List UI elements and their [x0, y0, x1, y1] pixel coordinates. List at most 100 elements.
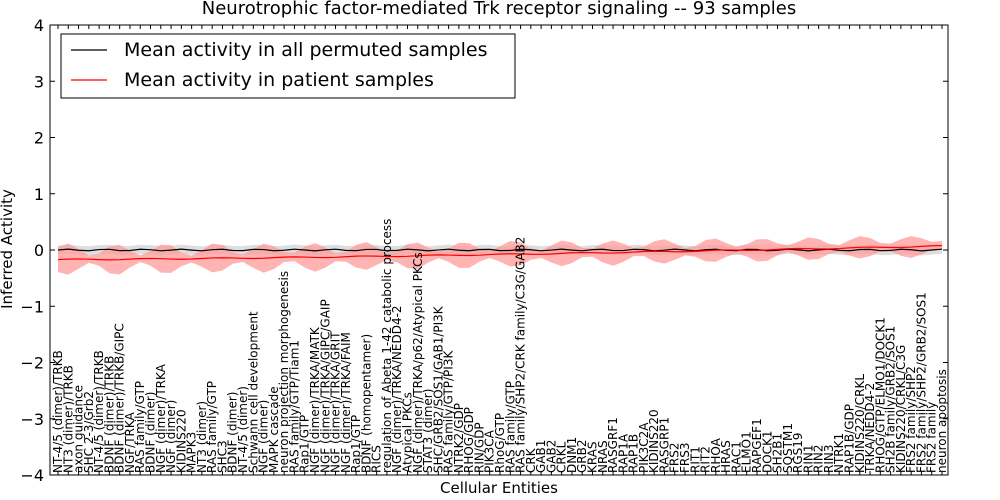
x-tick-label: RIT1 — [688, 446, 702, 473]
x-tick-label: RASGRP1 — [657, 417, 671, 473]
x-tick-label: NT-4/5 (dimer)/TRKB — [51, 350, 65, 473]
x-tick-label: neuron apoptosis — [935, 369, 949, 473]
x-tick-label: NRAS — [596, 440, 610, 473]
x-tick-label: NTRK1 — [832, 433, 846, 473]
x-tick-label: NGF (dimer)/TRKA/p62/Atypical PKCs — [411, 252, 425, 473]
x-tick-label: FRS2 family/SHP2 — [904, 366, 918, 473]
x-tick-label: NGF/TRKA — [123, 411, 137, 473]
x-tick-label: MAPK3 — [185, 432, 199, 473]
x-tick-label: DNM1 — [565, 437, 579, 473]
x-tick-label: Rap1/GTP — [349, 415, 363, 473]
x-tick-label: NGF (dimer)/TRKA/GRIT — [329, 331, 343, 473]
x-tick-label: RGS19 — [791, 432, 805, 473]
x-tick-label: NGF (dimer)/TRKA/GIPC/GAIP — [318, 299, 332, 473]
x-tick-label: FRS2 — [668, 443, 682, 474]
y-tick-label: 0 — [34, 241, 44, 260]
x-tick-label: BDNF (dimer) — [226, 392, 240, 474]
x-tick-label: RIT2 — [699, 446, 713, 473]
x-tick-label: neuron projection morphogenesis — [277, 271, 291, 473]
x-tick-label: CRK — [524, 447, 538, 473]
x-tick-label: FRS2 family — [925, 402, 939, 473]
x-tick-label: RAS family/GTP/PI3K — [442, 350, 456, 473]
x-tick-label: axon guidance — [72, 385, 86, 473]
x-tick-label: GAB2 — [544, 440, 558, 473]
legend: Mean activity in all permuted samples Me… — [60, 33, 516, 99]
x-tick-label: RAP1B/GDP — [842, 404, 856, 473]
x-tick-label: NGF (dimer) — [164, 400, 178, 473]
x-tick-label: NT-4/5 (dimer)/TRKB — [92, 350, 106, 473]
x-tick-label: RIN3 — [822, 445, 836, 474]
x-tick-label: GAB1 — [534, 440, 548, 473]
x-tick-label: RIN2 — [812, 445, 826, 474]
x-tick-label: BDNF (dimer)/TRKB/GIPC — [113, 323, 127, 473]
chart-title: Neurotrophic factor-mediated Trk recepto… — [202, 0, 796, 19]
x-tick-label: FRS2 family/SHP2/GRB2/SOS1 — [914, 292, 928, 473]
x-tick-label: RAP1A — [616, 433, 630, 473]
x-tick-label: GRB2 — [575, 439, 589, 473]
x-tick-label: SHC/GRB2/SOS1/GAB1/PI3K — [431, 305, 445, 473]
x-tick-label: RAPGEF1 — [750, 418, 764, 473]
x-tick-label: NGF (dimer)/TRKA/NEDD4-2 — [390, 305, 404, 473]
x-tick-label: KIDINS220 — [647, 409, 661, 473]
x-tick-label: RAP1B — [627, 434, 641, 473]
x-tick-label: RICS — [370, 445, 384, 473]
patient-mean-line — [57, 244, 943, 261]
y-tick-label: 2 — [34, 129, 44, 148]
x-tick-label: KIDINS220/CRKL/C3G — [894, 345, 908, 473]
x-tick-label: KIDINS220/CRKL — [853, 374, 867, 473]
y-tick-label: −2 — [20, 354, 44, 373]
x-tick-label: NT-4/5 (dimer) — [236, 386, 250, 473]
x-tick-label: RAS family/SHP2/CRK family/C3G/GAB2 — [514, 237, 528, 473]
x-tick-label: SH2B1 — [771, 433, 785, 473]
legend-label-permuted: Mean activity in all permuted samples — [124, 39, 487, 61]
x-tick-label: PIK3C2A — [637, 422, 651, 473]
x-tick-label: NGF (dimer)/TRKA/FAIM — [339, 332, 353, 473]
x-tick-label: Rap1/GTP — [298, 415, 312, 473]
x-tick-label: NTRK2/GDP — [452, 403, 466, 473]
x-tick-label: MAPK cascade — [267, 386, 281, 473]
y-tick-label: −4 — [20, 466, 44, 485]
x-tick-label: ELMO1 — [740, 431, 754, 473]
x-tick-label: RAS family/GTP — [205, 381, 219, 473]
x-tick-label: SHC 2-3/Grb2 — [82, 391, 96, 473]
x-tick-label: RIN1 — [801, 445, 815, 474]
x-tick-label: RIN/GDP — [472, 422, 486, 473]
x-tick-label: CRKL — [555, 441, 569, 473]
x-tick-label: NGF (dimer) — [257, 400, 271, 473]
x-tick-label: Atypical PKCs — [400, 392, 414, 473]
x-tick-label: NT3 (dimer) — [195, 401, 209, 473]
x-tick-label: NT3 (dimer)/TRKB — [61, 365, 75, 473]
x-tick-label: KIDINS220 — [174, 409, 188, 473]
x-tick-label: PIK3CA — [483, 429, 497, 473]
y-tick-label: −3 — [20, 410, 44, 429]
x-tick-label: RASGRF1 — [606, 417, 620, 473]
y-axis-label: Inferred Activity — [0, 189, 16, 309]
x-tick-label: DOCK1 — [760, 430, 774, 473]
y-tick-label: −1 — [20, 297, 44, 316]
x-tick-label: SH2B family/GRB2/SOS1 — [884, 326, 898, 473]
x-tick-label: HRAS — [719, 440, 733, 473]
x-tick-label: RHOG/GDP — [462, 407, 476, 473]
x-tick-label: RAS family/GTP/Tiam1 — [287, 340, 301, 473]
x-tick-label: SHC3 — [215, 440, 229, 473]
x-tick-label: FRS3 — [678, 443, 692, 474]
x-tick-label: BDNF (homopentamer) — [359, 334, 373, 473]
x-tick-label: TRKA/NEDD4-2 — [863, 383, 877, 474]
y-tick-label: 3 — [34, 72, 44, 91]
x-tick-label: RhoG/GTP — [493, 413, 507, 473]
x-tick-label: RAS family/GTP — [503, 381, 517, 473]
x-tick-label: BDNF (dimer) — [144, 392, 158, 474]
y-tick-label: 4 — [34, 16, 44, 35]
patient-band — [58, 236, 942, 275]
x-tick-label: BDNF (dimer)/TRKB — [102, 356, 116, 473]
x-tick-label: NGF (dimer)/TRKA/MATK — [308, 326, 322, 473]
x-tick-label: RHOG/GTP/ELMO1/DOCK1 — [873, 317, 887, 473]
y-tick-label: 1 — [34, 185, 44, 204]
x-axis-label: Cellular Entities — [440, 479, 558, 497]
permuted-mean-line — [57, 248, 943, 252]
x-tick-label: RHOA — [709, 437, 723, 473]
x-tick-label: RAC1 — [729, 441, 743, 473]
legend-box — [60, 33, 516, 99]
